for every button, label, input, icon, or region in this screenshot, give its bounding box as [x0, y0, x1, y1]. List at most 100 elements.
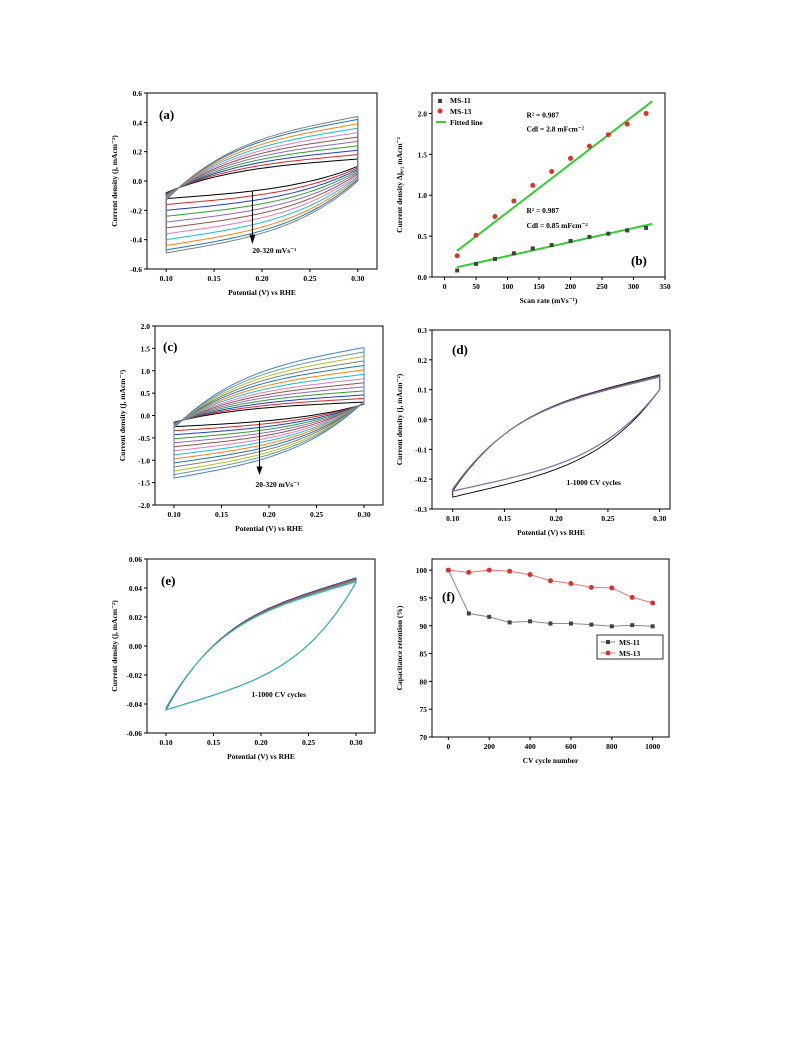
x-tick-label: 0.30 — [349, 738, 362, 747]
y-tick-label: 80 — [420, 677, 428, 686]
x-axis-title: CV cycle number — [523, 756, 579, 765]
x-tick-label: 0.20 — [550, 514, 563, 523]
y-tick-label: 0.1 — [418, 386, 428, 395]
legend-fit-label: Fitted line — [450, 118, 483, 127]
x-axis-title: Potential (V) vs RHE — [517, 528, 585, 537]
legend-ms11-marker — [438, 99, 442, 103]
x-tick-label: 1000 — [645, 742, 660, 751]
ms13-point — [609, 585, 615, 591]
ms13-point — [548, 578, 553, 584]
cycles-annotation: 1-1000 CV cycles — [252, 690, 307, 699]
ms11-point — [474, 261, 479, 266]
cv-curve — [452, 374, 661, 492]
y-tick-label: 0.5 — [141, 389, 151, 398]
x-tick-label: 0.10 — [167, 510, 180, 519]
ms13-point — [629, 594, 635, 600]
x-tick-label: 50 — [472, 282, 480, 291]
y-tick-label: 0.2 — [133, 148, 143, 157]
panel-d: 0.10 0.15 0.20 0.25 0.30 -0.3 -0.2 -0.1 0.0 0.1 0.… — [395, 326, 671, 537]
legend-ms11-label: MS-11 — [450, 96, 471, 105]
ms13-point — [588, 584, 594, 590]
legend-ms11-marker — [606, 640, 610, 644]
ms11-point — [589, 622, 594, 627]
y-tick-label: -0.04 — [126, 700, 142, 709]
cv-curve — [165, 115, 359, 254]
ms13-point — [568, 155, 574, 161]
ms13-point — [473, 232, 479, 238]
legend-ms13-marker — [605, 650, 611, 656]
cdl-bottom: Cdl = 0.85 mFcm⁻² — [526, 221, 588, 230]
ms13-point — [454, 253, 460, 259]
ms13-point — [486, 567, 492, 573]
y-tick-label: -0.6 — [130, 265, 142, 274]
ms11-point — [530, 246, 535, 251]
ms13-point — [527, 572, 533, 578]
y-tick-label: -2.0 — [138, 501, 150, 510]
ms11-point — [511, 251, 516, 256]
ms11-point — [528, 619, 533, 624]
y-tick-label: 0.0 — [418, 273, 428, 282]
legend-box — [436, 95, 498, 129]
x-tick-label: 0.25 — [601, 514, 614, 523]
ms11-point — [650, 624, 655, 629]
arrow-head — [256, 466, 263, 476]
cdl-top: Cdl = 2.8 mFcm⁻² — [526, 124, 584, 133]
cv-curve — [452, 376, 661, 492]
ms13-point — [643, 110, 649, 116]
y-tick-label: -0.4 — [130, 236, 142, 245]
ms11-point — [625, 228, 630, 233]
x-tick-label: 0.25 — [310, 510, 323, 519]
ms11-point — [644, 225, 649, 230]
x-tick-label: 0.30 — [357, 510, 370, 519]
ms11-point — [606, 231, 611, 236]
x-tick-label: 0.30 — [653, 514, 666, 523]
x-tick-label: 0.15 — [215, 510, 228, 519]
x-tick-label: 0.20 — [254, 738, 267, 747]
ms11-point — [630, 623, 635, 628]
y-tick-label: -0.5 — [138, 434, 150, 443]
x-tick-label: 400 — [524, 742, 536, 751]
ms13-point — [511, 198, 517, 204]
y-axis-title: Current density (j, mAcm⁻²) — [110, 600, 119, 692]
cv-curve — [452, 374, 661, 498]
y-tick-label: 1.5 — [141, 344, 151, 353]
legend-ms13-marker — [437, 108, 443, 114]
ms11-point — [492, 257, 497, 262]
y-axis-title: Capacitance retention (%) — [395, 605, 404, 690]
ms13-point — [466, 569, 472, 575]
x-axis-title: Potential (V) vs RHE — [227, 752, 295, 761]
x-axis-title: Scan rate (mVs⁻¹) — [520, 296, 578, 305]
y-tick-label: 0.0 — [141, 412, 151, 421]
y-tick-label: 0.3 — [418, 326, 428, 335]
y-tick-label: -1.5 — [138, 479, 150, 488]
x-tick-label: 200 — [484, 742, 496, 751]
ms11-point — [507, 620, 512, 625]
ms13-point — [507, 568, 513, 574]
ms11-point — [455, 268, 460, 273]
y-tick-label: 90 — [420, 622, 428, 631]
x-tick-label: 800 — [606, 742, 618, 751]
x-tick-label: 0.30 — [351, 274, 364, 283]
y-tick-label: 95 — [420, 594, 428, 603]
ms13-point — [492, 213, 498, 219]
x-tick-label: 0.10 — [159, 738, 172, 747]
y-tick-label: -0.3 — [415, 505, 427, 514]
panel-f: 0 200 400 600 800 1000 70 75 80 85 90 95 100 CV cycle… — [395, 558, 670, 765]
r2-top: R² = 0.987 — [526, 111, 559, 120]
legend-ms13-label: MS-13 — [619, 649, 640, 658]
y-tick-label: -0.06 — [126, 729, 142, 738]
ms11-point — [568, 239, 573, 244]
y-tick-label: 0.00 — [129, 642, 142, 651]
y-tick-label: 0.6 — [133, 89, 143, 98]
plot-frame — [431, 92, 666, 278]
x-tick-label: 0.10 — [160, 274, 173, 283]
y-tick-label: 0.04 — [129, 584, 142, 593]
panel-label: (c) — [163, 339, 177, 354]
y-tick-label: 0.02 — [129, 613, 142, 622]
cv-curve — [452, 375, 661, 492]
x-tick-label: 200 — [565, 282, 577, 291]
y-tick-label: 0.06 — [129, 555, 142, 564]
x-tick-label: 150 — [533, 282, 545, 291]
x-tick-label: 0.10 — [446, 514, 459, 523]
